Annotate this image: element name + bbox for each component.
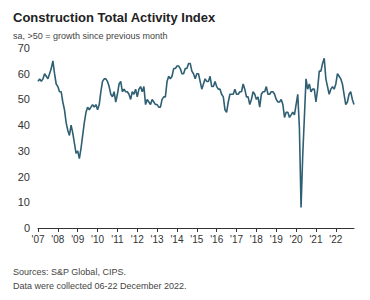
svg-text:0: 0 [24, 222, 30, 234]
svg-text:'12: '12 [131, 234, 144, 245]
svg-text:'20: '20 [290, 234, 303, 245]
svg-text:'11: '11 [111, 234, 124, 245]
svg-text:'10: '10 [91, 234, 104, 245]
svg-text:'21: '21 [309, 234, 322, 245]
svg-text:10: 10 [18, 196, 30, 208]
svg-text:'22: '22 [329, 234, 342, 245]
svg-text:'13: '13 [151, 234, 164, 245]
svg-text:'19: '19 [270, 234, 283, 245]
svg-text:'09: '09 [71, 234, 84, 245]
svg-text:sa, >50 = growth since previou: sa, >50 = growth since previous month [13, 31, 168, 41]
svg-text:'14: '14 [170, 234, 183, 245]
svg-text:40: 40 [18, 119, 30, 131]
svg-text:60: 60 [18, 68, 30, 80]
svg-text:50: 50 [18, 93, 30, 105]
svg-text:20: 20 [18, 171, 30, 183]
svg-text:30: 30 [18, 145, 30, 157]
svg-text:Sources: S&P Global, CIPS.: Sources: S&P Global, CIPS. [13, 267, 126, 277]
svg-text:70: 70 [18, 42, 30, 54]
svg-text:'07: '07 [31, 234, 44, 245]
svg-text:'16: '16 [210, 234, 223, 245]
svg-text:'17: '17 [230, 234, 243, 245]
svg-text:Data were collected 06-22 Dece: Data were collected 06-22 December 2022. [13, 281, 187, 291]
svg-text:'15: '15 [190, 234, 203, 245]
svg-text:'18: '18 [250, 234, 263, 245]
svg-text:'08: '08 [51, 234, 64, 245]
svg-text:Construction Total Activity In: Construction Total Activity Index [13, 10, 216, 25]
